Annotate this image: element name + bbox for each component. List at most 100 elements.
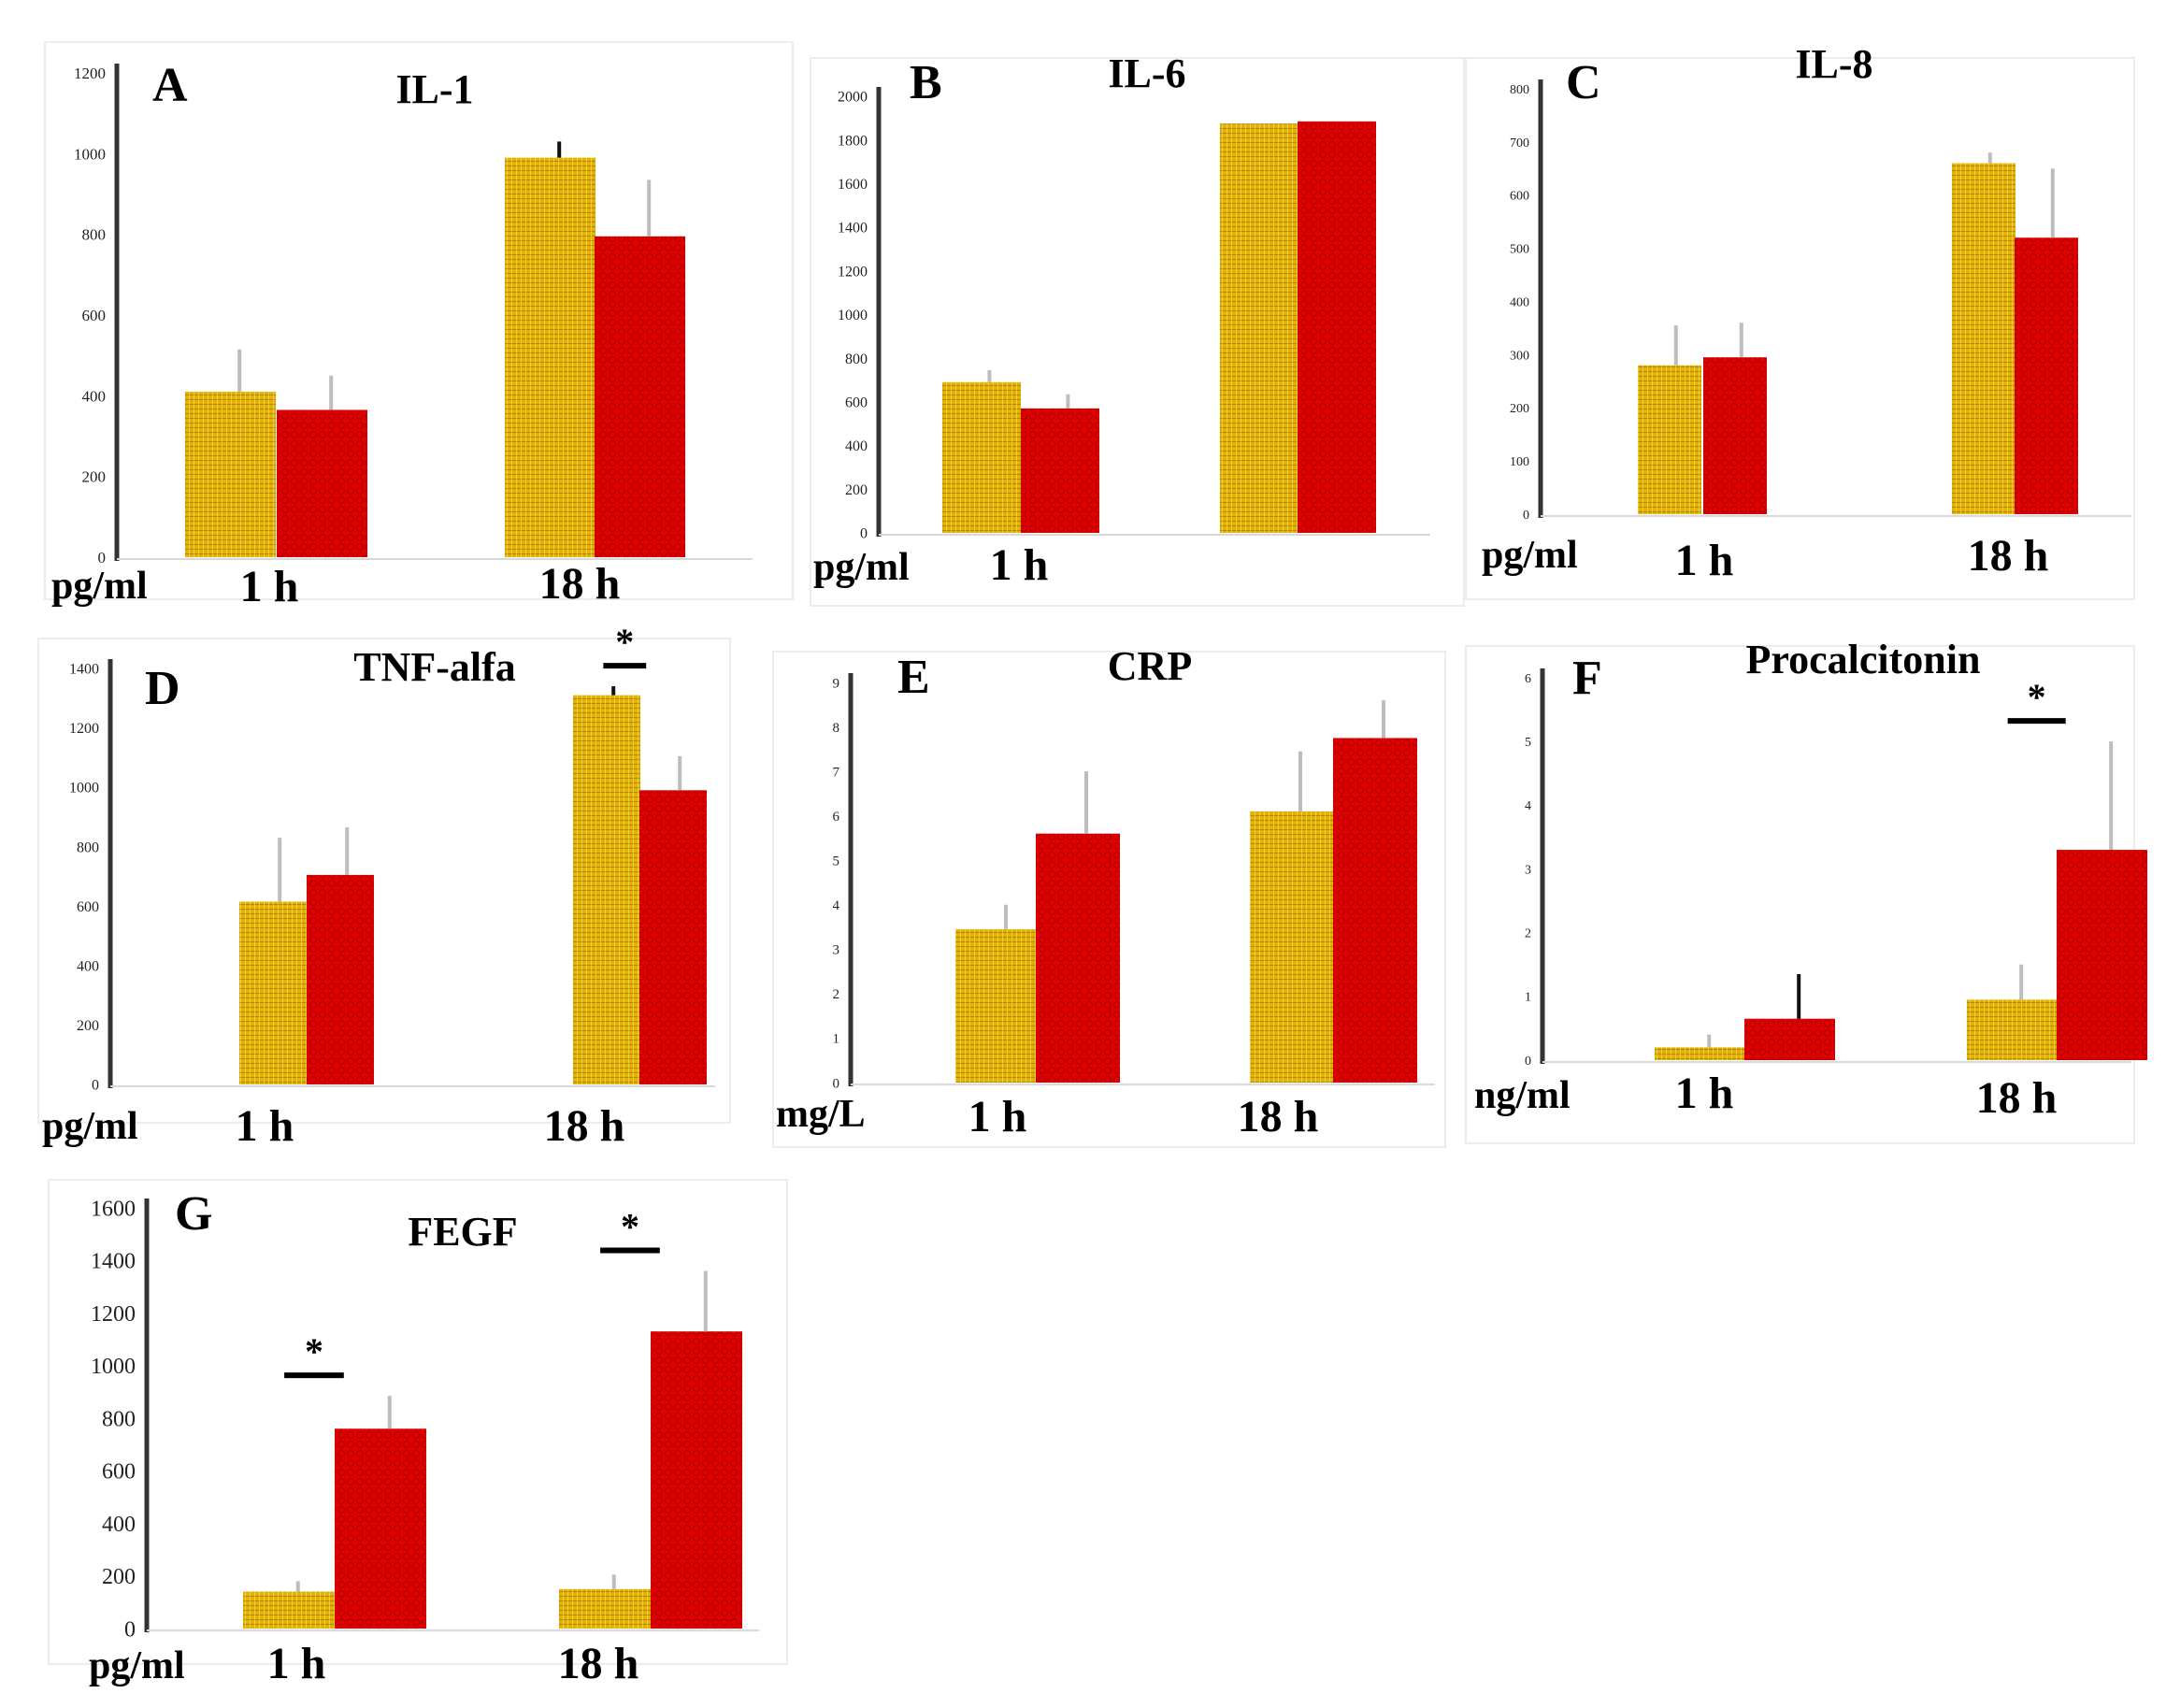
- significance-star: *: [2028, 676, 2046, 718]
- y-tick-label: 2: [833, 987, 840, 1002]
- x-category-label: 18 h: [1238, 1092, 1319, 1141]
- y-tick-label: 1: [1525, 991, 1531, 1005]
- y-tick-label: 4: [1525, 799, 1531, 813]
- y-tick-label: 800: [82, 226, 107, 244]
- y-unit-label: pg/ml: [813, 546, 910, 589]
- panel-letter: D: [145, 662, 180, 715]
- y-tick-label: 3: [1525, 863, 1531, 877]
- bar-group2-1h: [1036, 833, 1120, 1083]
- panel-e: 0 1 2 3 4 5 6 7 8 9 E CRP mg/L 1 h 18 h: [772, 643, 1446, 1148]
- panel-frame: [810, 57, 1465, 607]
- bar-group2-1h: [307, 874, 374, 1084]
- y-tick-label: 400: [845, 438, 868, 454]
- y-tick-label: 0: [1525, 1055, 1531, 1069]
- bar-group1-1h: [955, 928, 1040, 1083]
- y-tick-label: 5: [1525, 736, 1531, 750]
- y-tick-label: 200: [77, 1018, 99, 1034]
- y-tick-label: 1600: [91, 1197, 136, 1221]
- y-tick-label: 5: [833, 854, 840, 868]
- x-category-label: 1 h: [267, 1639, 326, 1688]
- panel-g: 0 200 400 600 800 1000 1200 1400 1600 * * G FEGF pg/m…: [48, 1179, 788, 1688]
- bar-group2-18h: [639, 790, 707, 1084]
- panel-frame: [37, 638, 731, 1124]
- bar-group1-18h: [559, 1588, 651, 1629]
- y-tick-label: 1400: [91, 1250, 136, 1274]
- y-unit-label: pg/ml: [42, 1105, 138, 1148]
- y-tick-label: 800: [102, 1407, 136, 1431]
- bar-group1-1h: [185, 392, 276, 557]
- y-tick-label: 6: [1525, 672, 1531, 686]
- bar-group2-18h: [1298, 121, 1376, 534]
- bar-group1-1h: [942, 381, 1021, 533]
- bar-group1-1h: [243, 1591, 335, 1629]
- y-tick-label: 600: [1510, 190, 1529, 204]
- bar-group2-1h: [1744, 1018, 1835, 1060]
- y-tick-label: 600: [845, 395, 868, 411]
- y-unit-label: pg/ml: [1482, 534, 1578, 577]
- bar-group1-18h: [573, 695, 640, 1084]
- y-tick-label: 1000: [69, 781, 99, 797]
- panel-letter: G: [175, 1187, 212, 1241]
- y-tick-label: 7: [833, 765, 840, 780]
- panel-a: 0 200 400 600 800 1000 1200 A IL-1 pg/ml 1 h 18 h: [44, 41, 794, 611]
- y-tick-label: 1200: [91, 1302, 136, 1327]
- x-category-label: 18 h: [558, 1639, 639, 1688]
- panel-letter: C: [1566, 56, 1601, 109]
- y-tick-label: 400: [1510, 295, 1529, 309]
- y-tick-label: 1: [833, 1032, 840, 1047]
- y-tick-label: 200: [102, 1565, 136, 1589]
- panel-d: 0 200 400 600 800 1000 1200 1400 * D TNF-alfa pg/ml…: [37, 621, 731, 1151]
- bar-group1-1h: [1655, 1047, 1745, 1060]
- y-tick-label: 2: [1525, 927, 1531, 941]
- panel-letter: F: [1572, 652, 1602, 705]
- panel-frame: [772, 651, 1446, 1148]
- y-tick-label: 1000: [91, 1355, 136, 1379]
- panel-b: 0 200 400 600 800 1000 1200 1400 1600 1800 2000 B IL…: [810, 50, 1465, 607]
- x-category-label: 1 h: [240, 562, 299, 611]
- y-tick-label: 0: [833, 1076, 840, 1091]
- panel-frame: [44, 41, 794, 600]
- panel-title: CRP: [1108, 643, 1192, 689]
- y-tick-label: 200: [845, 482, 868, 498]
- y-tick-label: 3: [833, 943, 840, 958]
- panel-title: FEGF: [408, 1209, 517, 1255]
- y-tick-label: 1800: [838, 133, 868, 149]
- bar-group1-18h: [1220, 123, 1298, 533]
- panel-frame: [48, 1179, 788, 1665]
- x-category-label: 18 h: [1968, 531, 2049, 581]
- y-tick-label: 6: [833, 810, 840, 825]
- x-category-label: 1 h: [236, 1101, 294, 1151]
- panel-title: IL-8: [1795, 41, 1872, 87]
- x-category-label: 18 h: [1976, 1073, 2058, 1123]
- y-tick-label: 100: [1510, 455, 1529, 469]
- x-category-label: 1 h: [1675, 536, 1734, 585]
- y-tick-label: 1400: [69, 662, 99, 678]
- y-tick-label: 800: [845, 352, 868, 367]
- significance-star: *: [621, 1206, 639, 1248]
- x-category-label: 18 h: [544, 1101, 625, 1151]
- panel-letter: E: [897, 651, 930, 704]
- y-tick-label: 800: [1510, 83, 1529, 97]
- bar-group2-18h: [595, 236, 685, 557]
- bar-group1-18h: [1952, 163, 2015, 514]
- bar-group2-18h: [651, 1331, 742, 1629]
- y-tick-label: 1000: [838, 308, 868, 323]
- panel-f: 0 1 2 3 4 5 6 * F Procalcitonin ng/ml 1 h 18 h: [1465, 637, 2147, 1144]
- bar-group1-18h: [1250, 811, 1334, 1083]
- significance-star: *: [615, 621, 634, 663]
- y-tick-label: 8: [833, 721, 840, 736]
- bar-group2-18h: [1333, 738, 1417, 1083]
- bar-group1-1h: [1638, 365, 1701, 514]
- x-category-label: 1 h: [968, 1092, 1027, 1141]
- x-category-label: 1 h: [990, 540, 1049, 590]
- y-tick-label: 2000: [838, 90, 868, 106]
- panel-title: Procalcitonin: [1746, 637, 1981, 682]
- y-tick-label: 700: [1510, 136, 1529, 151]
- y-tick-label: 400: [82, 387, 107, 405]
- y-tick-label: 600: [102, 1460, 136, 1485]
- bar-group2-18h: [2015, 237, 2078, 514]
- y-tick-label: 0: [92, 1078, 99, 1094]
- y-tick-label: 0: [860, 526, 868, 542]
- bar-group1-1h: [239, 901, 307, 1084]
- bar-group2-1h: [335, 1428, 426, 1629]
